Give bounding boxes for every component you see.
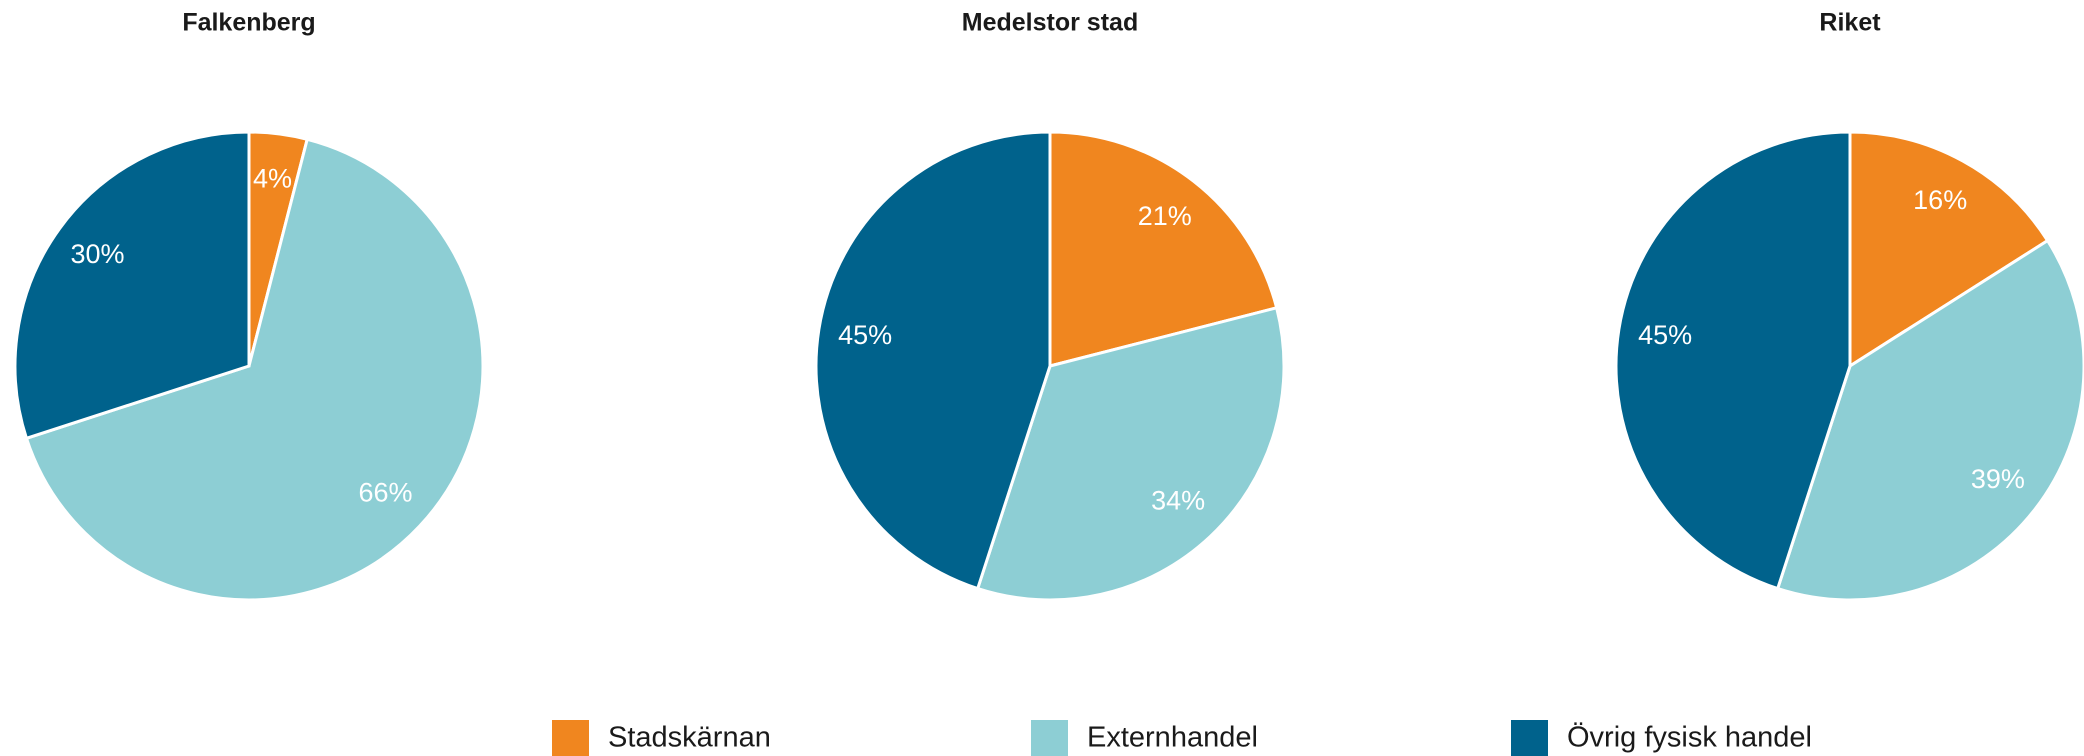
- legend-swatch: [552, 720, 589, 756]
- slice-label: 21%: [1138, 201, 1192, 231]
- pie-slice: [1775, 238, 2084, 602]
- slice-label: 45%: [1638, 320, 1692, 350]
- chart-title: Riket: [1819, 9, 1881, 37]
- legend-swatch: [1511, 720, 1548, 756]
- pie-slice: [975, 305, 1286, 602]
- slice-label: 4%: [253, 163, 292, 193]
- chart-title: Falkenberg: [182, 9, 315, 37]
- slice-label: 39%: [1971, 464, 2025, 494]
- pie-slice: [1614, 130, 1852, 591]
- pie-slice: [1048, 130, 1279, 368]
- legend-label: Stadskärnan: [608, 722, 771, 754]
- pie-slice: [24, 137, 485, 602]
- legend-swatch: [1031, 720, 1068, 756]
- legend-label: Övrig fysisk handel: [1567, 722, 1812, 754]
- pie-slice: [1848, 130, 2050, 369]
- legend-label: Externhandel: [1087, 722, 1258, 754]
- slice-label: 34%: [1151, 486, 1205, 516]
- slice-label: 45%: [838, 320, 892, 350]
- pie-slice: [814, 130, 1052, 591]
- slice-label: 30%: [71, 239, 125, 269]
- pie-slice: [13, 130, 251, 441]
- slice-label: 16%: [1913, 185, 1967, 215]
- slice-label: 66%: [358, 477, 412, 507]
- chart-title: Medelstor stad: [962, 9, 1138, 37]
